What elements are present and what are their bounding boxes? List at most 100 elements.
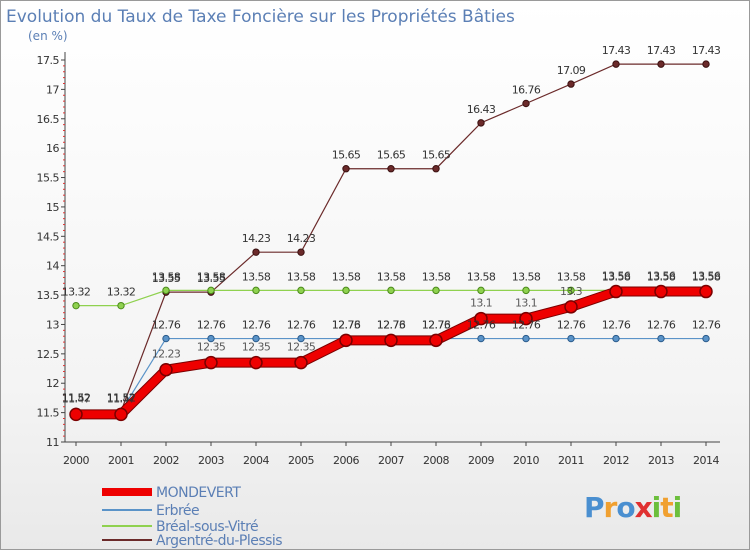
y-tick-label: 12	[46, 377, 59, 390]
data-point	[204, 355, 218, 370]
data-label: 13.58	[647, 270, 676, 283]
data-label: 13.55	[197, 272, 226, 285]
x-tick-label: 2012	[603, 454, 629, 467]
data-point	[117, 301, 125, 310]
data-label: 13.58	[332, 270, 361, 283]
data-point	[387, 286, 395, 295]
data-label: 12.76	[647, 319, 676, 332]
data-point	[159, 362, 173, 377]
data-point	[207, 334, 215, 343]
y-tick-label: 12.5	[37, 348, 60, 361]
data-label: 12.23	[152, 348, 181, 361]
data-label: 12.76	[287, 319, 316, 332]
data-point	[297, 286, 305, 295]
data-point	[522, 99, 530, 108]
data-point	[384, 333, 398, 348]
data-point	[699, 284, 713, 299]
data-point	[162, 334, 170, 343]
data-label: 13.58	[602, 270, 631, 283]
data-label: 13.1	[515, 297, 537, 310]
logo-letter: t	[660, 491, 673, 524]
series-MONDEVERT	[69, 284, 713, 422]
data-label: 12.35	[242, 341, 271, 354]
data-label: 11.52	[62, 391, 91, 404]
data-label: 12.76	[377, 319, 406, 332]
logo-letter: r	[604, 491, 618, 524]
data-label: 12.76	[467, 319, 496, 332]
x-tick-label: 2004	[243, 454, 269, 467]
chart-title: Evolution du Taux de Taxe Foncière sur l…	[6, 7, 515, 27]
data-label: 12.73	[332, 318, 361, 331]
legend-label: Erbrée	[156, 503, 199, 519]
logo-text: Proxiti	[584, 491, 681, 524]
data-label: 12.73	[422, 318, 451, 331]
data-point	[519, 311, 533, 326]
data-label: 12.35	[287, 341, 316, 354]
data-label: 13.58	[422, 270, 451, 283]
logo-letter: P	[584, 491, 604, 524]
y-tick-label: 13	[46, 318, 59, 331]
legend-label: Argentré-du-Plessis	[156, 533, 282, 549]
y-tick-label: 14.5	[37, 230, 60, 243]
data-label: 12.35	[197, 341, 226, 354]
data-label: 12.76	[557, 319, 586, 332]
data-point	[72, 301, 80, 310]
legend-label: Bréal-sous-Vitré	[156, 519, 258, 535]
data-point	[522, 286, 530, 295]
data-label: 15.65	[422, 149, 451, 162]
data-label: 13.58	[467, 270, 496, 283]
chart-subtitle: (en %)	[28, 29, 68, 43]
series-Argentré-du-Plessis	[72, 60, 710, 416]
data-label: 13.58	[197, 270, 226, 283]
data-point	[522, 334, 530, 343]
data-label: 17.43	[647, 44, 676, 57]
data-point	[657, 60, 665, 68]
x-tick-label: 2003	[198, 454, 224, 467]
logo-letter: x	[635, 491, 653, 524]
legend-item-Erbrée: Erbrée	[102, 503, 200, 519]
data-point	[702, 60, 710, 68]
data-point	[432, 286, 440, 295]
data-label: 13.56	[602, 270, 631, 283]
data-point	[342, 165, 350, 173]
data-point	[567, 80, 575, 88]
logo-letter: o	[616, 491, 635, 524]
data-point	[567, 286, 575, 295]
data-label: 13.56	[647, 270, 676, 283]
series-layer	[69, 60, 713, 422]
data-point	[477, 334, 485, 343]
data-point	[297, 334, 305, 343]
x-tick-label: 2013	[648, 454, 674, 467]
data-label: 16.76	[512, 83, 541, 96]
data-label: 11.52	[107, 391, 136, 404]
data-label: 14.23	[242, 232, 271, 245]
y-tick-label: 13.5	[37, 289, 60, 302]
data-label: 13.58	[557, 270, 586, 283]
data-label: 12.76	[197, 319, 226, 332]
data-label: 12.76	[242, 319, 271, 332]
data-point	[252, 248, 260, 256]
x-tick-label: 2010	[513, 454, 539, 467]
y-tick-label: 15.5	[37, 172, 60, 185]
y-tick-label: 17.5	[37, 54, 60, 67]
data-label: 12.76	[332, 319, 361, 332]
x-tick-label: 2002	[153, 454, 179, 467]
data-label: 15.65	[377, 149, 406, 162]
data-point	[429, 333, 443, 348]
x-tick-label: 2001	[108, 454, 134, 467]
data-label: 12.76	[692, 319, 721, 332]
data-label: 17.43	[602, 44, 631, 57]
y-tick-label: 14	[46, 260, 59, 273]
data-label: 13.1	[470, 297, 492, 310]
data-label: 12.76	[512, 319, 541, 332]
legend: MONDEVERT ErbréeBréal-sous-VitréArgentré-…	[102, 485, 283, 549]
data-label: 13.55	[152, 272, 181, 285]
data-point	[702, 334, 710, 343]
data-point	[432, 165, 440, 173]
data-label: 12.76	[152, 319, 181, 332]
data-label: 13.32	[62, 286, 91, 299]
data-label: 12.76	[422, 319, 451, 332]
data-label: 13.58	[287, 270, 316, 283]
x-tick-label: 2007	[378, 454, 404, 467]
